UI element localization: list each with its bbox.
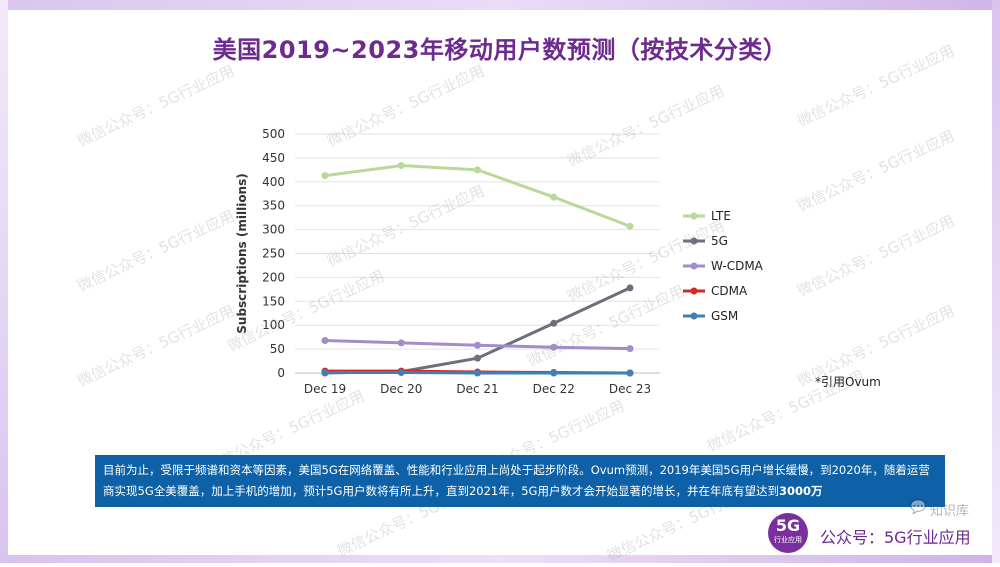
description-highlight: 3000万 xyxy=(779,484,823,498)
data-point-5g xyxy=(627,284,634,291)
y-tick-label: 400 xyxy=(262,175,285,189)
x-tick-label: Dec 23 xyxy=(609,382,651,396)
data-point-lte xyxy=(550,194,557,201)
data-point-w-cdma xyxy=(550,344,557,351)
data-point-gsm xyxy=(398,369,405,376)
series-line-lte xyxy=(325,166,630,227)
5g-logo-badge: 5G 行业应用 xyxy=(768,513,808,553)
data-point-lte xyxy=(627,223,634,230)
data-point-w-cdma xyxy=(398,339,405,346)
y-tick-label: 150 xyxy=(262,294,285,308)
y-tick-label: 300 xyxy=(262,223,285,237)
data-point-5g xyxy=(550,320,557,327)
legend-marker-cdma xyxy=(691,288,698,295)
data-point-5g xyxy=(474,355,481,362)
y-tick-label: 100 xyxy=(262,318,285,332)
data-point-lte xyxy=(322,172,329,179)
data-point-w-cdma xyxy=(322,337,329,344)
y-tick-label: 250 xyxy=(262,247,285,261)
footer-account-name: 公众号：5G行业应用 xyxy=(820,524,971,548)
legend-marker-lte xyxy=(691,213,698,220)
chat-bubble-icon: 💬 xyxy=(910,500,926,516)
y-tick-label: 450 xyxy=(262,151,285,165)
y-tick-label: 0 xyxy=(277,366,285,380)
data-point-w-cdma xyxy=(627,345,634,352)
legend-marker-5g xyxy=(691,238,698,245)
badge-small-text: 行业应用 xyxy=(768,535,808,545)
legend-label: GSM xyxy=(711,309,738,323)
badge-big-text: 5G xyxy=(768,517,808,535)
legend-label: CDMA xyxy=(711,284,748,298)
data-point-lte xyxy=(398,162,405,169)
legend-marker-w-cdma xyxy=(691,263,698,270)
data-point-lte xyxy=(474,166,481,173)
y-tick-label: 200 xyxy=(262,270,285,284)
y-tick-label: 500 xyxy=(262,127,285,141)
data-point-w-cdma xyxy=(474,342,481,349)
x-tick-label: Dec 20 xyxy=(380,382,422,396)
x-tick-label: Dec 22 xyxy=(533,382,575,396)
description-box: 目前为止，受限于频谱和资本等因素，美国5G在网络覆盖、性能和行业应用上尚处于起步… xyxy=(95,455,945,507)
corner-watermark: 知识库 xyxy=(930,500,969,519)
data-point-gsm xyxy=(550,370,557,377)
y-tick-label: 350 xyxy=(262,199,285,213)
legend-label: 5G xyxy=(711,234,728,248)
legend-marker-gsm xyxy=(691,313,698,320)
y-axis-label: Subscriptions (millions) xyxy=(235,173,249,333)
legend-label: W-CDMA xyxy=(711,259,764,273)
legend-label: LTE xyxy=(711,209,731,223)
data-point-gsm xyxy=(474,370,481,377)
x-tick-label: Dec 19 xyxy=(304,382,346,396)
data-point-gsm xyxy=(322,369,329,376)
y-tick-label: 50 xyxy=(270,342,285,356)
x-tick-label: Dec 21 xyxy=(456,382,498,396)
source-note: *引用Ovum xyxy=(815,373,881,390)
data-point-gsm xyxy=(627,370,634,377)
